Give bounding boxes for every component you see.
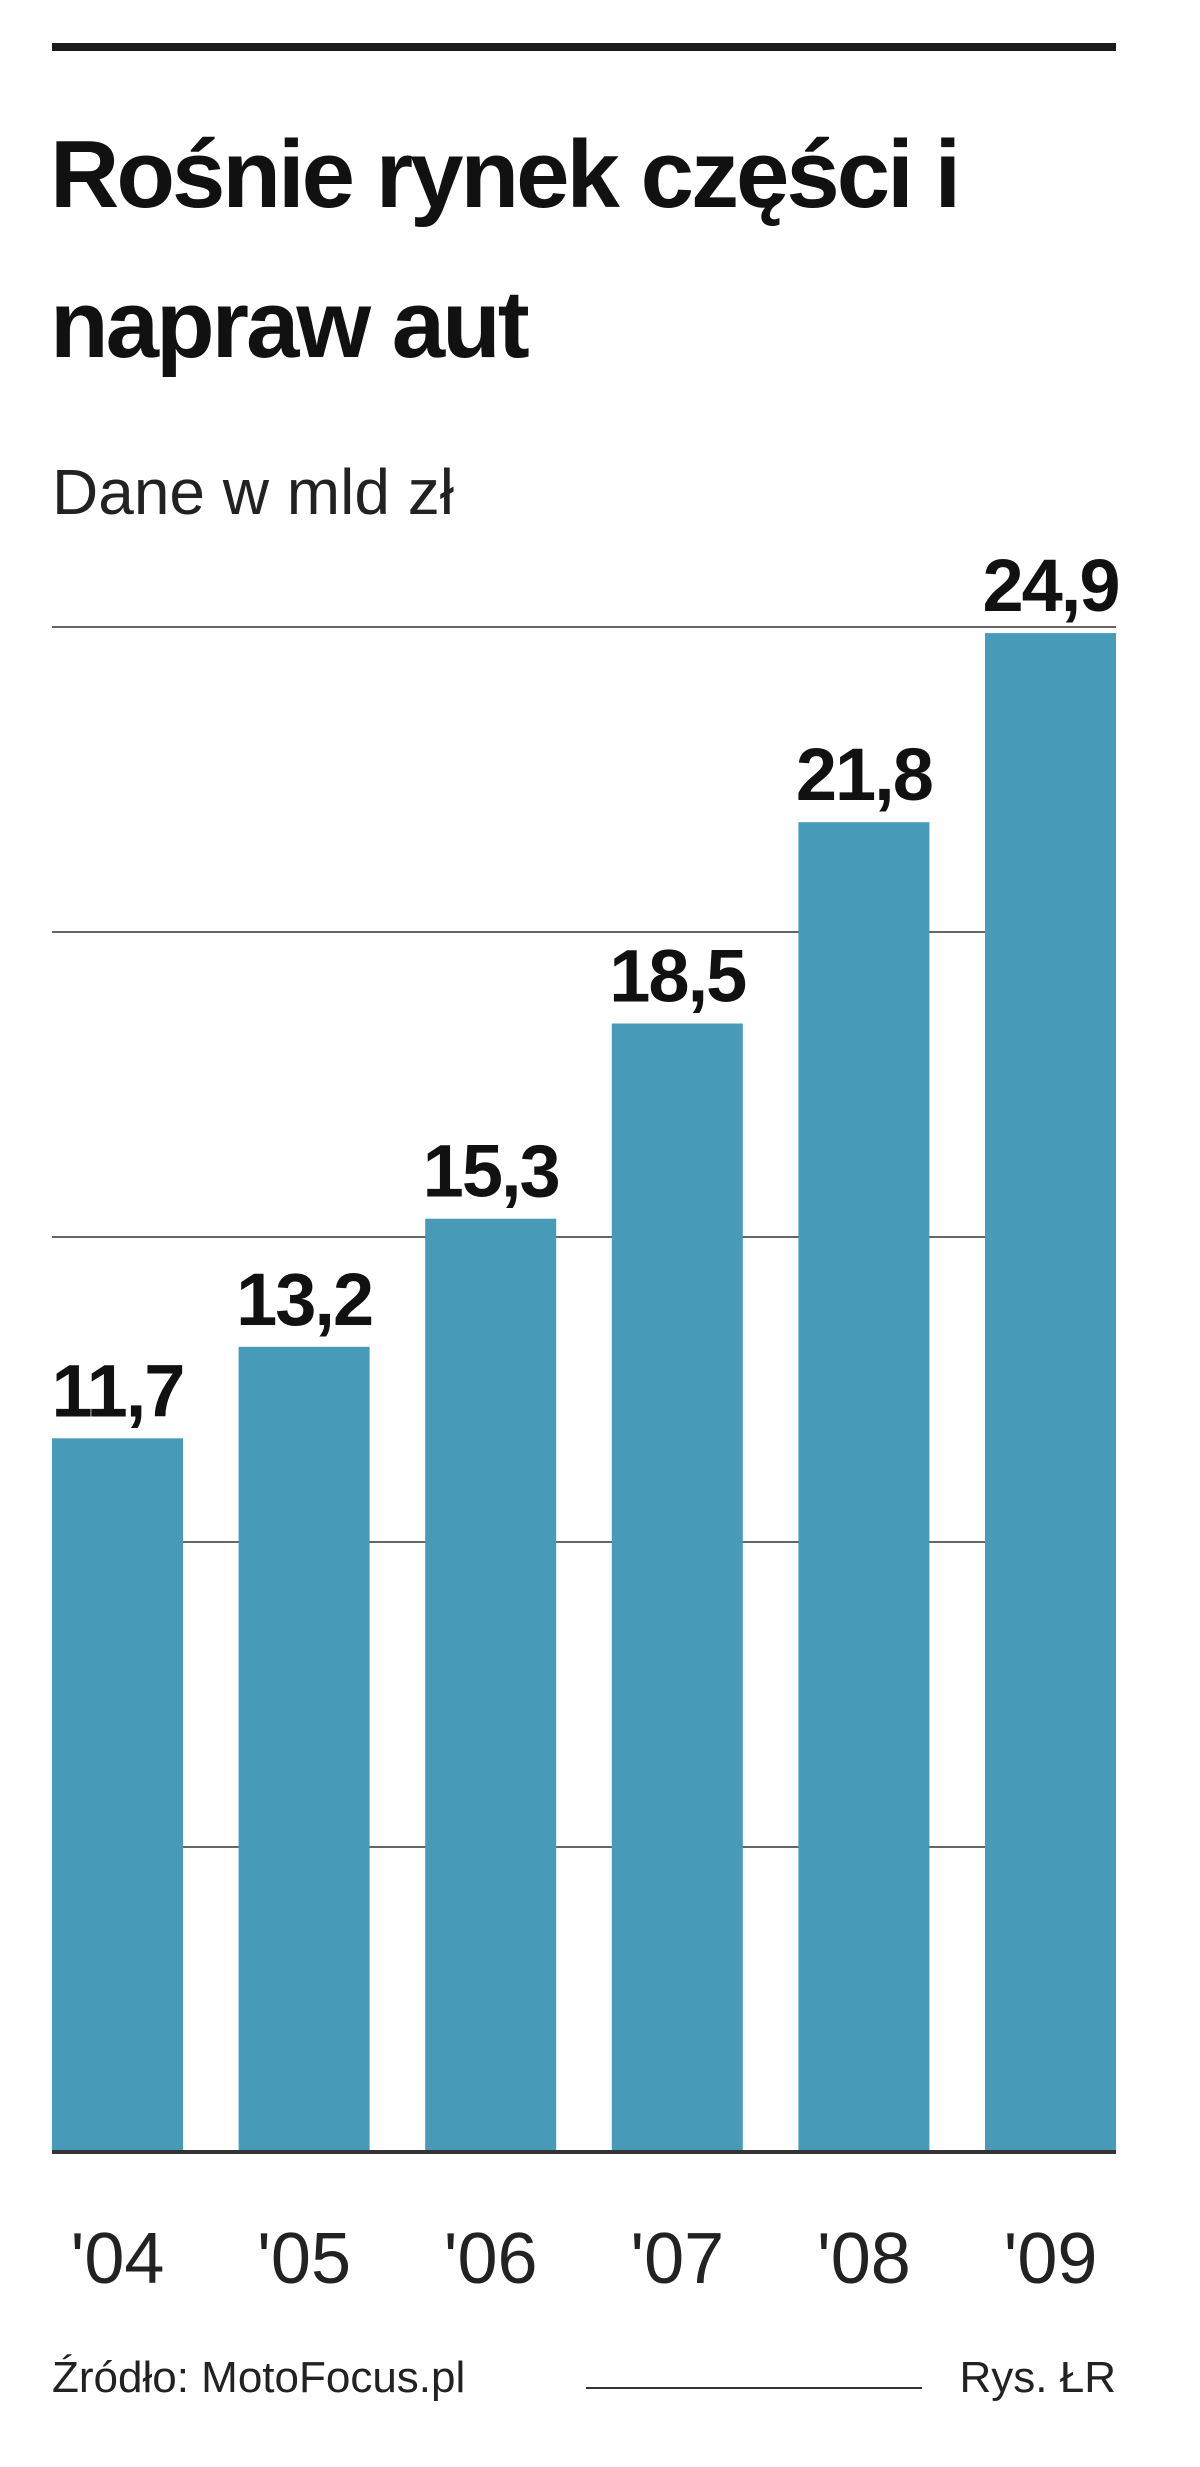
value-label: 15,3 [423,1130,559,1213]
x-tick-label: '08 [817,2219,911,2299]
bar [611,1023,743,2152]
value-label: 18,5 [609,935,746,1018]
x-tick-label: '09 [1004,2219,1098,2299]
top-rule [52,43,1116,51]
value-label: 21,8 [796,733,932,816]
chart-subtitle: Dane w mld zł [52,456,454,528]
x-tick-label: '05 [257,2219,351,2299]
value-label: 24,9 [982,544,1118,627]
bar [52,1438,183,2152]
chart-title: Rośnie rynek części i napraw aut [50,121,961,378]
bar [798,822,930,2153]
bar [425,1218,557,2152]
x-tick-label: '06 [444,2219,538,2299]
bar [985,633,1116,2152]
bar [238,1346,370,2152]
source: Źródło: MotoFocus.pl [52,2353,465,2402]
value-label: 13,2 [236,1258,372,1341]
value-label: 11,7 [52,1349,184,1432]
x-tick-label: '07 [630,2219,724,2299]
x-tick-label: '04 [71,2219,165,2299]
credit: Rys. ŁR [960,2353,1116,2402]
